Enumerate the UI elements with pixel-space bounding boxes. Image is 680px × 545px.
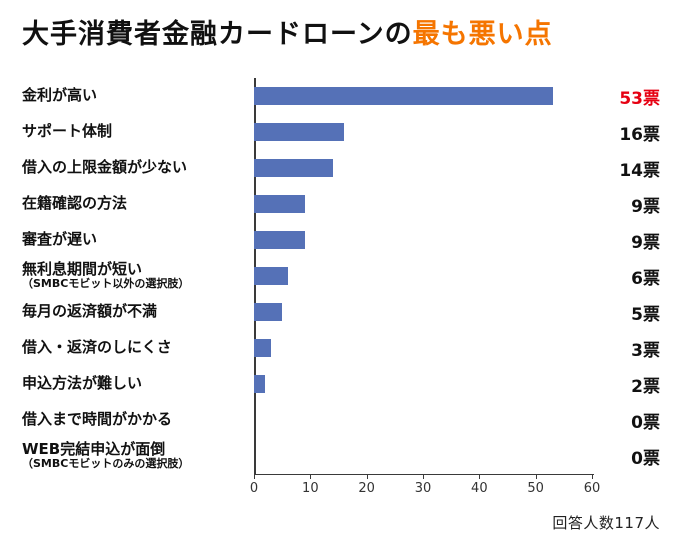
chart-rows: 金利が高い 53票サポート体制 16票借入の上限金額が少ない 14票在籍確認の方法 9票… (22, 78, 660, 474)
x-axis-tick-mark (592, 474, 593, 479)
bar-track (254, 186, 592, 222)
vote-count: 3票 (631, 340, 660, 361)
x-axis-tick-label: 10 (302, 481, 319, 496)
category-label: サポート体制 (22, 122, 254, 141)
chart-row: 借入まで時間がかかる 0票 (22, 402, 660, 438)
category-label: 借入の上限金額が少ない (22, 158, 254, 177)
vote-count: 6票 (631, 268, 660, 289)
vote-count: 9票 (631, 196, 660, 217)
bar-track (254, 222, 592, 258)
x-axis-tick-mark (310, 474, 312, 479)
chart-row: 毎月の返済額が不満 5票 (22, 294, 660, 330)
bar-track (254, 294, 592, 330)
chart-row: 申込方法が難しい 2票 (22, 366, 660, 402)
category-label: 借入まで時間がかかる (22, 410, 254, 429)
x-axis-tick-mark (479, 474, 481, 479)
category-label-text: 在籍確認の方法 (22, 194, 128, 213)
x-axis-tick-mark (366, 474, 368, 479)
chart-row: 金利が高い 53票 (22, 78, 660, 114)
category-label-text: 毎月の返済額が不満 (22, 302, 158, 321)
category-label: 在籍確認の方法 (22, 194, 254, 213)
category-label-text: 借入の上限金額が少ない (22, 158, 188, 177)
chart-title-main: 大手消費者金融カードローンの (22, 19, 413, 50)
bar-track (254, 330, 592, 366)
category-label-text: 申込方法が難しい (22, 374, 143, 393)
bar (254, 267, 288, 285)
category-label: 金利が高い (22, 86, 254, 105)
category-label-text: 金利が高い (22, 86, 98, 105)
vote-count: 0票 (631, 412, 660, 433)
category-label: 借入・返済のしにくさ (22, 338, 254, 357)
respondent-count: 回答人数117人 (552, 514, 660, 532)
chart-row: 無利息期間が短い （SMBCモビット以外の選択肢） 6票 (22, 258, 660, 294)
vote-count: 53票 (619, 88, 660, 109)
category-label: 無利息期間が短い （SMBCモビット以外の選択肢） (22, 260, 254, 291)
bar (254, 195, 305, 213)
category-label-text: WEB完結申込が面倒 (22, 440, 166, 459)
category-label: WEB完結申込が面倒 （SMBCモビットのみの選択肢） (22, 440, 254, 471)
x-axis-tick-label: 20 (358, 481, 375, 496)
x-axis-tick-label: 30 (414, 481, 432, 496)
category-label-text: 無利息期間が短い (22, 260, 143, 279)
category-label: 毎月の返済額が不満 (22, 302, 254, 321)
chart-row: 借入の上限金額が少ない 14票 (22, 150, 660, 186)
bar-track (254, 258, 592, 294)
vote-count: 5票 (631, 304, 660, 325)
category-sublabel-text: （SMBCモビットのみの選択肢） (22, 457, 190, 471)
bar (254, 231, 305, 249)
bar-track (254, 438, 592, 474)
category-label-text: 借入まで時間がかかる (22, 410, 173, 429)
chart-row: サポート体制 16票 (22, 114, 660, 150)
x-axis-tick-label: 60 (583, 481, 601, 496)
chart-row: 審査が遅い 9票 (22, 222, 660, 258)
x-axis-tick-label: 50 (527, 481, 544, 496)
x-axis-tick-mark (423, 474, 424, 479)
category-label-text: 審査が遅い (22, 230, 98, 249)
bar-track (254, 402, 592, 438)
bar (254, 339, 271, 357)
category-label-text: 借入・返済のしにくさ (22, 338, 172, 357)
bar-track (254, 78, 592, 114)
bar (254, 87, 553, 105)
bar-track (254, 366, 592, 402)
bar-track (254, 114, 592, 150)
vote-count: 14票 (619, 160, 660, 181)
vote-count: 9票 (631, 232, 660, 253)
vote-count: 0票 (631, 448, 660, 469)
x-axis-tick-mark (254, 474, 255, 479)
chart-row: WEB完結申込が面倒 （SMBCモビットのみの選択肢） 0票 (22, 438, 660, 474)
bar-chart: 金利が高い 53票サポート体制 16票借入の上限金額が少ない 14票在籍確認の方法 9票… (22, 78, 660, 500)
x-axis: 0 10 20 30 40 50 60 (250, 474, 600, 500)
vote-count: 2票 (631, 376, 660, 397)
bar (254, 375, 266, 393)
bar (254, 159, 333, 177)
chart-title-highlight: 最も悪い点 (412, 19, 553, 50)
chart-row: 借入・返済のしにくさ 3票 (22, 330, 660, 366)
category-label-text: サポート体制 (22, 122, 113, 141)
bar (254, 123, 345, 141)
vote-count: 16票 (619, 124, 660, 145)
chart-title: 大手消費者金融カードローンの最も悪い点 (22, 12, 666, 51)
x-axis-tick-label: 40 (471, 481, 488, 496)
x-axis-tick-mark (535, 474, 537, 479)
bar-track (254, 150, 592, 186)
bar (254, 303, 283, 321)
category-label: 審査が遅い (22, 230, 254, 249)
category-sublabel-text: （SMBCモビット以外の選択肢） (22, 277, 190, 291)
chart-row: 在籍確認の方法 9票 (22, 186, 660, 222)
category-label: 申込方法が難しい (22, 374, 254, 393)
x-axis-baseline (254, 474, 594, 475)
x-axis-tick-label: 0 (249, 481, 259, 496)
